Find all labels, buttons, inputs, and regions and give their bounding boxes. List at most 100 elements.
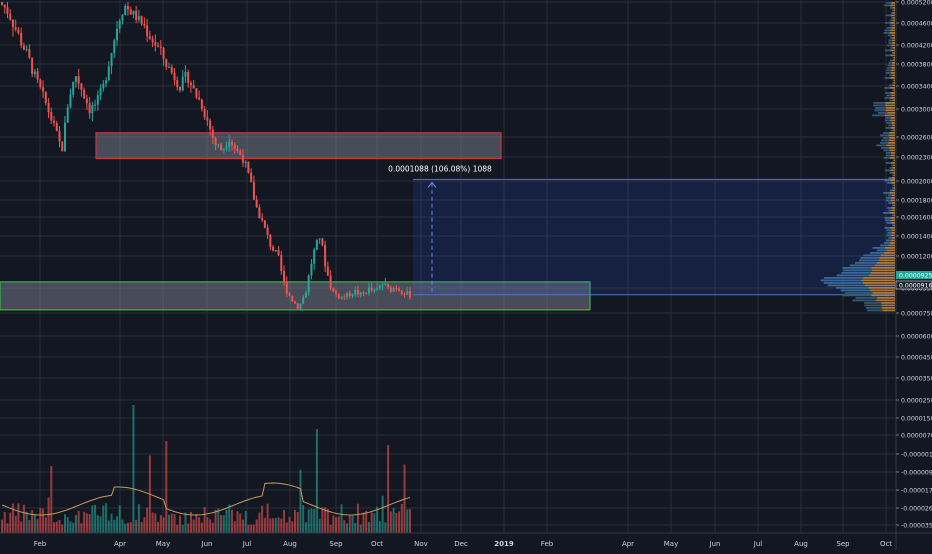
profile-bar-up bbox=[883, 242, 891, 244]
resistance-zone[interactable] bbox=[95, 132, 502, 160]
volume-bar bbox=[72, 522, 75, 533]
profile-bar-up bbox=[887, 34, 892, 37]
profile-bar-up bbox=[891, 52, 894, 54]
candle-body bbox=[80, 83, 83, 90]
volume-bar bbox=[220, 515, 223, 533]
candle-body bbox=[299, 303, 302, 309]
profile-bar-up bbox=[888, 237, 893, 239]
candle-body bbox=[370, 287, 373, 291]
volume-bar bbox=[61, 524, 64, 533]
candle-body bbox=[39, 79, 42, 88]
volume-bar bbox=[96, 515, 99, 533]
profile-bar-up bbox=[886, 69, 892, 72]
profile-bar-down bbox=[891, 197, 895, 199]
price-tick-label: 0.0000750 bbox=[901, 311, 932, 318]
profile-bar-up bbox=[883, 32, 890, 34]
profile-bar-down bbox=[891, 67, 895, 69]
candle-body bbox=[409, 290, 411, 298]
profile-bar-down bbox=[864, 284, 895, 287]
candle-body bbox=[20, 32, 23, 46]
time-tick-label: Nov bbox=[414, 540, 428, 548]
candle-body bbox=[335, 291, 338, 294]
profile-bar-up bbox=[891, 9, 894, 12]
candle-body bbox=[187, 71, 190, 83]
candle-body bbox=[195, 88, 198, 98]
profile-bar-down bbox=[892, 42, 895, 44]
candle-body bbox=[359, 292, 362, 295]
profile-bar-up bbox=[855, 297, 878, 299]
volume-bar bbox=[116, 516, 119, 533]
volume-bar bbox=[337, 516, 340, 533]
measure-tool[interactable]: 0.0001088 (106.08%) 1088 bbox=[388, 164, 895, 296]
profile-bar-up bbox=[892, 184, 894, 187]
candle-body bbox=[203, 108, 206, 118]
profile-bar-up bbox=[887, 67, 892, 69]
profile-bar-up bbox=[836, 274, 869, 277]
profile-bar-up bbox=[892, 214, 894, 217]
profile-bar-down bbox=[891, 229, 895, 232]
profile-bar-down bbox=[891, 44, 895, 47]
candle-body bbox=[33, 71, 36, 74]
candle-body bbox=[1, 2, 3, 5]
profile-bar-down bbox=[889, 212, 895, 214]
volume-bar bbox=[1, 519, 3, 533]
profile-bar-down bbox=[890, 179, 895, 182]
volume-bar bbox=[83, 511, 86, 533]
time-axis[interactable]: Feb Apr May Jun Jul Aug Sep Oct Nov Dec 2019 Feb Apr… bbox=[0, 532, 932, 548]
candle-body bbox=[324, 245, 327, 267]
volume-bar bbox=[162, 517, 165, 533]
price-tick-label: 0.0004200 bbox=[901, 43, 932, 50]
profile-bar-up bbox=[888, 194, 892, 197]
profile-bar-up bbox=[843, 269, 872, 272]
price-tick-label: 0.0003000 bbox=[901, 107, 932, 114]
profile-bar-down bbox=[890, 49, 895, 52]
profile-bar-up bbox=[874, 107, 886, 109]
profile-bar-down bbox=[891, 207, 895, 209]
candle-body bbox=[6, 7, 9, 14]
profile-bar-down bbox=[890, 92, 895, 94]
profile-bar-up bbox=[876, 144, 887, 147]
candle-body bbox=[181, 76, 184, 91]
profile-bar-up bbox=[877, 112, 888, 114]
profile-bar-down bbox=[893, 187, 895, 189]
profile-bar-up bbox=[864, 302, 882, 304]
volume-bar bbox=[124, 523, 127, 533]
profile-bar-down bbox=[890, 117, 895, 119]
candle-body bbox=[222, 148, 225, 151]
profile-bar-up bbox=[886, 197, 892, 199]
volume-bar bbox=[400, 503, 403, 533]
volume-bar bbox=[252, 524, 255, 533]
volume-bar bbox=[129, 522, 132, 533]
profile-bar-up bbox=[882, 137, 890, 139]
volume-bar bbox=[266, 503, 269, 533]
profile-bar-up bbox=[892, 89, 894, 92]
volume-bar bbox=[247, 524, 250, 533]
measure-range-fill[interactable] bbox=[413, 179, 895, 295]
profile-bar-down bbox=[879, 257, 895, 259]
support-zone[interactable] bbox=[0, 281, 591, 311]
profile-bar-down bbox=[891, 27, 895, 29]
profile-bar-up bbox=[889, 167, 893, 169]
candle-body bbox=[184, 71, 187, 77]
time-tick-label: May bbox=[156, 540, 170, 548]
candle-body bbox=[50, 112, 53, 121]
volume-bar bbox=[356, 503, 359, 533]
profile-bar-up bbox=[886, 229, 892, 232]
profile-bar-down bbox=[890, 4, 895, 7]
volume-bar bbox=[406, 509, 409, 533]
profile-bar-up bbox=[890, 129, 893, 132]
profile-bar-up bbox=[884, 87, 891, 89]
profile-bar-down bbox=[870, 272, 895, 274]
profile-bar-up bbox=[892, 82, 894, 84]
profile-bar-up bbox=[885, 54, 891, 57]
candle-body bbox=[140, 16, 143, 24]
profile-bar-down bbox=[881, 307, 895, 309]
profile-bar-down bbox=[892, 177, 895, 179]
profile-bar-down bbox=[892, 99, 895, 102]
profile-bar-up bbox=[886, 199, 892, 202]
profile-bar-down bbox=[889, 149, 895, 152]
profile-bar-up bbox=[889, 172, 893, 174]
price-axis[interactable]: 0.0005200 0.0004600 0.0004200 0.0003800 0.00… bbox=[895, 0, 932, 550]
